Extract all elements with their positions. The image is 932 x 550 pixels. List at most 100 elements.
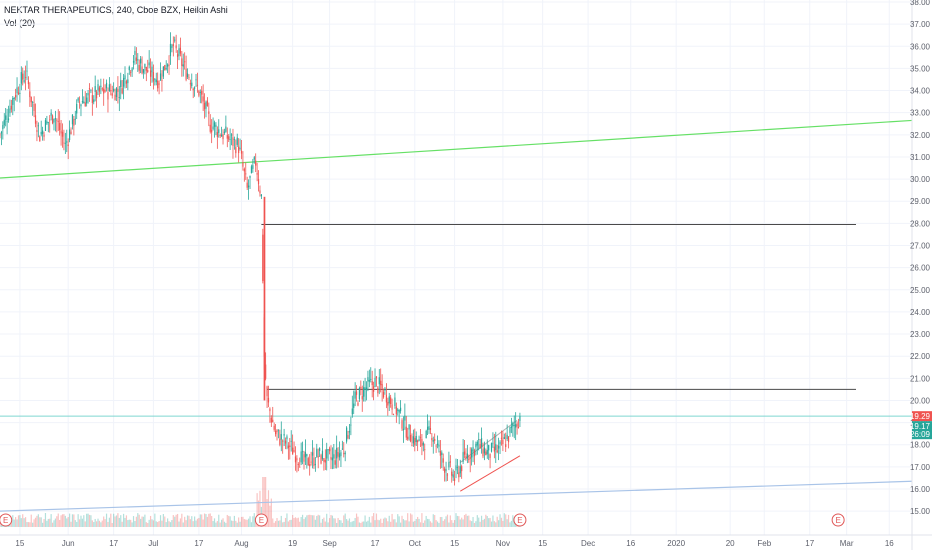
time-axis[interactable]: 15 Jun 17 Jul 17 Aug 19 Sep 17 Oct 15 Nov 15 Dec 16 202… bbox=[0, 534, 932, 548]
candle-body bbox=[294, 456, 297, 463]
volume-bar bbox=[358, 522, 361, 527]
volume-bar bbox=[34, 517, 37, 527]
candle-body bbox=[267, 397, 270, 403]
candle-body bbox=[90, 90, 92, 92]
volume-bar bbox=[249, 516, 251, 527]
volume-bar bbox=[53, 520, 55, 527]
volume-bar bbox=[444, 519, 446, 527]
candle-body bbox=[208, 111, 210, 114]
volume-bar bbox=[178, 521, 180, 527]
candle-body bbox=[104, 90, 106, 92]
earnings-circle[interactable] bbox=[0, 513, 13, 527]
volume-bar bbox=[252, 516, 254, 527]
volume-bar bbox=[104, 519, 106, 527]
volume-bar bbox=[49, 518, 51, 527]
candle-body bbox=[361, 396, 363, 400]
channel-upper-line[interactable] bbox=[459, 419, 518, 463]
volume-bar bbox=[492, 515, 494, 527]
time-tick-label: Mar bbox=[840, 539, 854, 548]
candle-body bbox=[211, 129, 213, 133]
candle-body bbox=[371, 381, 373, 386]
candle-body bbox=[363, 387, 365, 397]
volume-bar bbox=[363, 521, 365, 527]
volume-bar bbox=[365, 521, 368, 527]
earnings-marker[interactable]: E bbox=[513, 513, 527, 527]
volume-bar bbox=[378, 520, 380, 527]
candle-body bbox=[448, 462, 450, 468]
earnings-marker[interactable]: E bbox=[831, 513, 845, 527]
volume-bar bbox=[468, 515, 470, 527]
candle-body bbox=[144, 63, 146, 68]
candle-body bbox=[407, 436, 409, 440]
volume-bar bbox=[438, 522, 440, 527]
candle-body bbox=[428, 426, 430, 430]
candle-body bbox=[340, 452, 342, 457]
candle-body bbox=[309, 464, 311, 467]
earnings-marker[interactable]: E bbox=[254, 513, 268, 527]
volume-bar bbox=[165, 522, 167, 527]
candle-body bbox=[222, 133, 224, 140]
earnings-marker[interactable]: E bbox=[0, 513, 13, 527]
time-tick-label: 17 bbox=[805, 539, 814, 548]
candle-body bbox=[519, 416, 521, 421]
candle-body bbox=[83, 101, 85, 104]
candle-body bbox=[71, 114, 74, 125]
volume-bar bbox=[243, 519, 245, 527]
volume-bar bbox=[402, 519, 405, 527]
earnings-circle[interactable] bbox=[254, 513, 268, 527]
candle-body bbox=[292, 447, 294, 455]
volume-bar bbox=[202, 519, 204, 527]
candle-body bbox=[510, 426, 513, 428]
volume-bar bbox=[108, 517, 110, 527]
green-trendline[interactable] bbox=[0, 119, 913, 179]
volume-bar bbox=[351, 521, 353, 527]
drawings[interactable] bbox=[0, 119, 913, 512]
volume-bar bbox=[239, 521, 241, 527]
candle-body bbox=[78, 101, 81, 103]
volume-bar bbox=[138, 514, 140, 527]
candle-body bbox=[24, 77, 27, 78]
volume-bar bbox=[368, 516, 370, 527]
volume-bar bbox=[296, 518, 298, 527]
price-axis[interactable]: 15.0016.0017.0018.0019.0020.0021.0022.00… bbox=[910, 0, 932, 550]
volume-bar bbox=[471, 521, 473, 527]
blue-trendline[interactable] bbox=[0, 480, 913, 512]
candle-body bbox=[124, 75, 126, 80]
candle-body bbox=[213, 122, 216, 127]
candle-body bbox=[489, 454, 491, 458]
volume-bar bbox=[299, 521, 301, 527]
candle-body bbox=[438, 444, 440, 447]
candle-body bbox=[436, 443, 439, 446]
candle-body bbox=[323, 458, 325, 462]
volume-bar bbox=[172, 515, 174, 527]
volume-bar bbox=[439, 517, 441, 527]
candle-body bbox=[0, 134, 1, 136]
candle-body bbox=[442, 458, 444, 463]
candle-body bbox=[141, 66, 143, 74]
volume-bar bbox=[147, 522, 149, 527]
candle-body bbox=[313, 457, 315, 466]
volume-bar bbox=[259, 490, 261, 527]
volume-bar bbox=[404, 520, 406, 527]
price-tick-label: 22.00 bbox=[910, 352, 931, 361]
volume-bar bbox=[498, 520, 500, 527]
volume-bar bbox=[276, 518, 278, 527]
price-tick-label: 26.00 bbox=[910, 264, 931, 273]
volume-bar bbox=[33, 519, 35, 527]
volume-bar bbox=[218, 514, 220, 527]
candle-body bbox=[397, 409, 399, 411]
candle-body bbox=[515, 424, 517, 428]
candle-body bbox=[63, 142, 65, 144]
candle-body bbox=[388, 396, 390, 404]
volume-bar bbox=[195, 520, 197, 527]
candle-body bbox=[444, 468, 446, 473]
volume-bar bbox=[435, 520, 437, 527]
earnings-circle[interactable] bbox=[513, 513, 527, 527]
candle-body bbox=[33, 104, 35, 111]
channel-lower-line[interactable] bbox=[460, 455, 521, 492]
volume-bar bbox=[184, 516, 186, 527]
earnings-circle[interactable] bbox=[831, 513, 845, 527]
time-tick-label: 16 bbox=[885, 539, 894, 548]
